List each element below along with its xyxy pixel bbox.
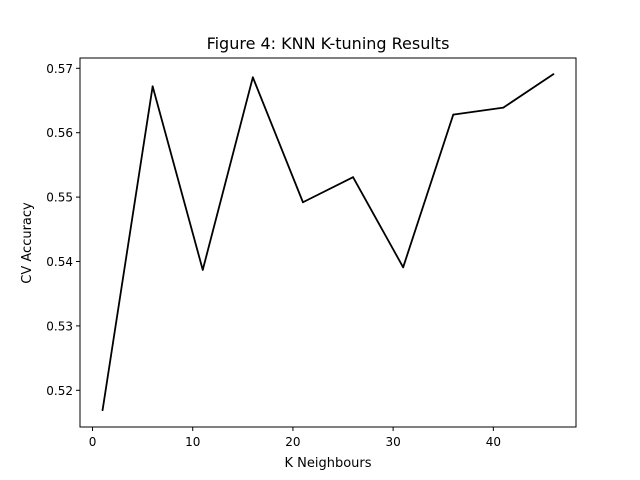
data-point — [352, 176, 354, 179]
x-tick-label: 10 — [185, 435, 200, 449]
series-line-0 — [101, 73, 554, 411]
data-point — [201, 268, 204, 271]
y-axis: 0.52 0.53 0.54 0.55 0.56 0.57 — [46, 62, 80, 398]
y-tick-label: 0.57 — [46, 62, 73, 76]
y-tick-label: 0.53 — [46, 319, 73, 333]
data-point — [302, 201, 304, 204]
y-tick-label: 0.55 — [46, 191, 73, 205]
data-point — [402, 266, 405, 269]
x-axis: 0 10 20 30 40 — [89, 427, 501, 449]
data-point — [502, 106, 505, 109]
y-tick-label: 0.52 — [46, 384, 73, 398]
y-tick-label: 0.54 — [46, 255, 73, 269]
plot-frame — [79, 57, 577, 428]
x-axis-label: K Neighbours — [284, 456, 371, 471]
data-point — [552, 73, 555, 75]
x-tick-label: 0 — [89, 435, 97, 449]
data-point — [101, 409, 104, 412]
chart-title: Figure 4: KNN K-tuning Results — [207, 34, 450, 53]
y-tick-label: 0.56 — [46, 126, 73, 140]
x-tick-label: 40 — [486, 435, 501, 449]
y-axis-label: CV Accuracy — [20, 202, 35, 284]
x-tick-label: 20 — [285, 435, 300, 449]
plot-area — [79, 57, 577, 428]
data-point — [251, 76, 254, 79]
data-point — [151, 85, 154, 88]
data-point — [452, 113, 455, 116]
x-tick-label: 30 — [385, 435, 400, 449]
